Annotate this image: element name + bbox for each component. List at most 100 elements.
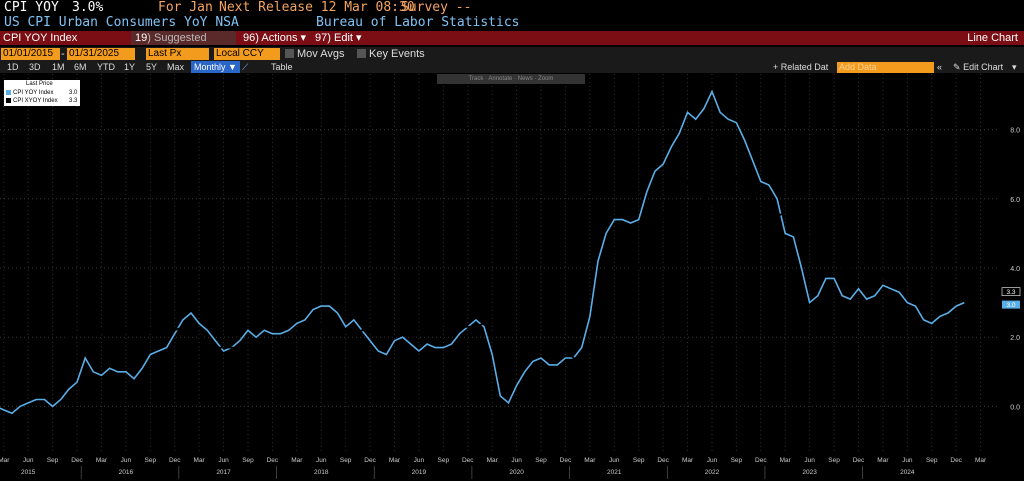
key-events-label: Key Events [369,48,425,60]
chevron-down-icon: ▾ [300,32,307,44]
y-tick-label: 0.0 [1010,404,1020,411]
dropdown-icon[interactable]: ▾ [1012,62,1017,72]
mov-avgs-checkbox[interactable] [285,49,294,58]
collapse-icon[interactable]: « [937,62,943,72]
chart-legend[interactable]: Last Price CPI YOY Index 3.0 CPI XYOY In… [4,80,80,106]
x-month-tick-label: Sep [438,457,450,464]
x-month-tick-label: Dec [71,457,83,464]
x-month-tick-label: Sep [828,457,840,464]
date-range-separator: - [61,48,65,60]
key-events-checkbox[interactable] [357,49,366,58]
last-value: 3.0% [72,0,104,15]
range-1m-button[interactable]: 1M [52,62,65,72]
annotate-tool[interactable]: Annotate [488,76,513,82]
x-month-tick-label: Dec [462,457,474,464]
x-month-tick-label: Mar [291,457,303,464]
start-date-field[interactable]: 01/01/2015 [1,48,60,60]
x-month-tick-label: Sep [340,457,352,464]
y-tick-label: 8.0 [1010,128,1020,135]
range-6m-button[interactable]: 6M [74,62,87,72]
pencil-icon: ✎ [953,62,961,72]
x-month-tick-label: Sep [145,457,157,464]
legend-item-name: CPI XYOY Index [13,98,58,104]
range-5y-button[interactable]: 5Y [146,62,158,72]
chart-command-bar: CPI YOY Index 19) Suggested Charts 96) A… [0,31,1024,58]
x-year-tick-label: 2019 [412,469,427,476]
x-month-tick-label: Mar [487,457,499,464]
edit-number: 97 [315,32,328,44]
chart-style-icon[interactable]: ⟋ [242,62,249,72]
end-date-field[interactable]: 01/31/2025 [67,48,135,60]
frequency-select[interactable]: Monthly ▼ [191,61,240,73]
series-line-cpi-yoy [0,89,965,415]
currency-select[interactable]: Local CCY [214,48,280,60]
actions-button[interactable]: 96) Actions ▾ [243,32,307,44]
range-3d-button[interactable]: 3D [29,62,41,72]
x-year-tick-label: 2018 [314,469,329,476]
x-month-tick-label: Jun [511,457,522,464]
x-month-tick-label: Jun [707,457,718,464]
x-year-tick-label: 2015 [21,469,36,476]
x-month-tick-label: Dec [950,457,962,464]
x-month-tick-label: Jun [902,457,913,464]
range-1d-button[interactable]: 1D [7,62,19,72]
actions-number: 96 [243,32,256,44]
x-month-tick-label: Mar [877,457,889,464]
last-value-box [1001,287,1021,296]
range-1y-button[interactable]: 1Y [124,62,136,72]
x-month-tick-label: Jun [414,457,425,464]
edit-label: Edit [333,32,353,44]
news-tool[interactable]: News [517,76,533,82]
price-field-select[interactable]: Last Px [146,48,209,60]
last-value-text: 3.3 [1006,289,1015,296]
y-tick-label: 2.0 [1010,335,1020,342]
edit-chart-button[interactable]: ✎ Edit Chart [953,61,1003,73]
x-year-tick-label: 2023 [802,469,817,476]
plot-area[interactable] [0,74,1000,452]
ticker: CPI YOY [4,0,59,15]
x-month-tick-label: Sep [535,457,547,464]
add-data-input[interactable]: Add Data [837,62,934,73]
related-data-button[interactable]: + Related Dat [773,62,829,72]
release-period: For Jan [158,0,213,15]
edit-button[interactable]: 97) Edit ▾ [315,32,362,44]
x-month-tick-label: Dec [364,457,376,464]
security-header: CPI YOY 3.0% For Jan Next Release 12 Mar… [0,0,1024,16]
x-year-tick-label: 2021 [607,469,622,476]
security-description: US CPI Urban Consumers YoY NSA [4,15,239,30]
range-max-button[interactable]: Max [167,62,185,72]
x-month-tick-label: Jun [218,457,229,464]
x-month-tick-label: Jun [804,457,815,464]
x-month-tick-label: Dec [169,457,181,464]
chevron-down-icon: ▼ [228,62,237,72]
table-button[interactable]: Table [271,62,293,72]
legend-item-name: CPI YOY Index [13,90,54,96]
x-month-tick-label: Jun [23,457,34,464]
legend-item-cpi-yoy: CPI YOY Index 3.0 [6,89,78,97]
x-month-tick-label: Mar [975,457,987,464]
track-tool[interactable]: Track [468,76,484,82]
x-axis: Mar Jun Sep Dec Mar Jun Sep Dec Mar Jun Sep Dec Mar J… [0,452,1000,481]
actions-label: Actions [261,32,298,44]
range-ytd-button[interactable]: YTD [97,62,115,72]
x-year-tick-label: 2020 [509,469,524,476]
mov-avgs-label: Mov Avgs [297,48,345,60]
x-axis-labels: Mar Jun Sep Dec Mar Jun Sep Dec Mar Jun Sep Dec Mar J… [0,457,987,479]
x-month-tick-label: Sep [731,457,743,464]
last-value-marker-cpi-xyoy: 3.3 [1001,287,1021,296]
x-month-tick-label: Sep [47,457,59,464]
suggested-charts-button[interactable]: 19) Suggested Charts [131,31,236,58]
x-month-tick-label: Mar [0,457,10,464]
zoom-tool[interactable]: Zoom [538,76,554,82]
range-toolbar: 1D 3D 1M 6M YTD 1Y 5Y Max Monthly ▼ ⟋ Ta… [0,61,1024,73]
edit-chart-label: Edit Chart [963,62,1004,72]
y-tick-label: 4.0 [1010,266,1020,273]
x-month-tick-label: Mar [96,457,108,464]
survey: Survey -- [401,0,472,15]
series-line-cpi-xyoy [0,176,965,366]
x-month-tick-label: Dec [657,457,669,464]
x-month-tick-label: Dec [267,457,279,464]
x-year-tick-label: 2017 [216,469,231,476]
data-source: Bureau of Labor Statistics [316,15,520,30]
legend-swatch [6,98,11,103]
